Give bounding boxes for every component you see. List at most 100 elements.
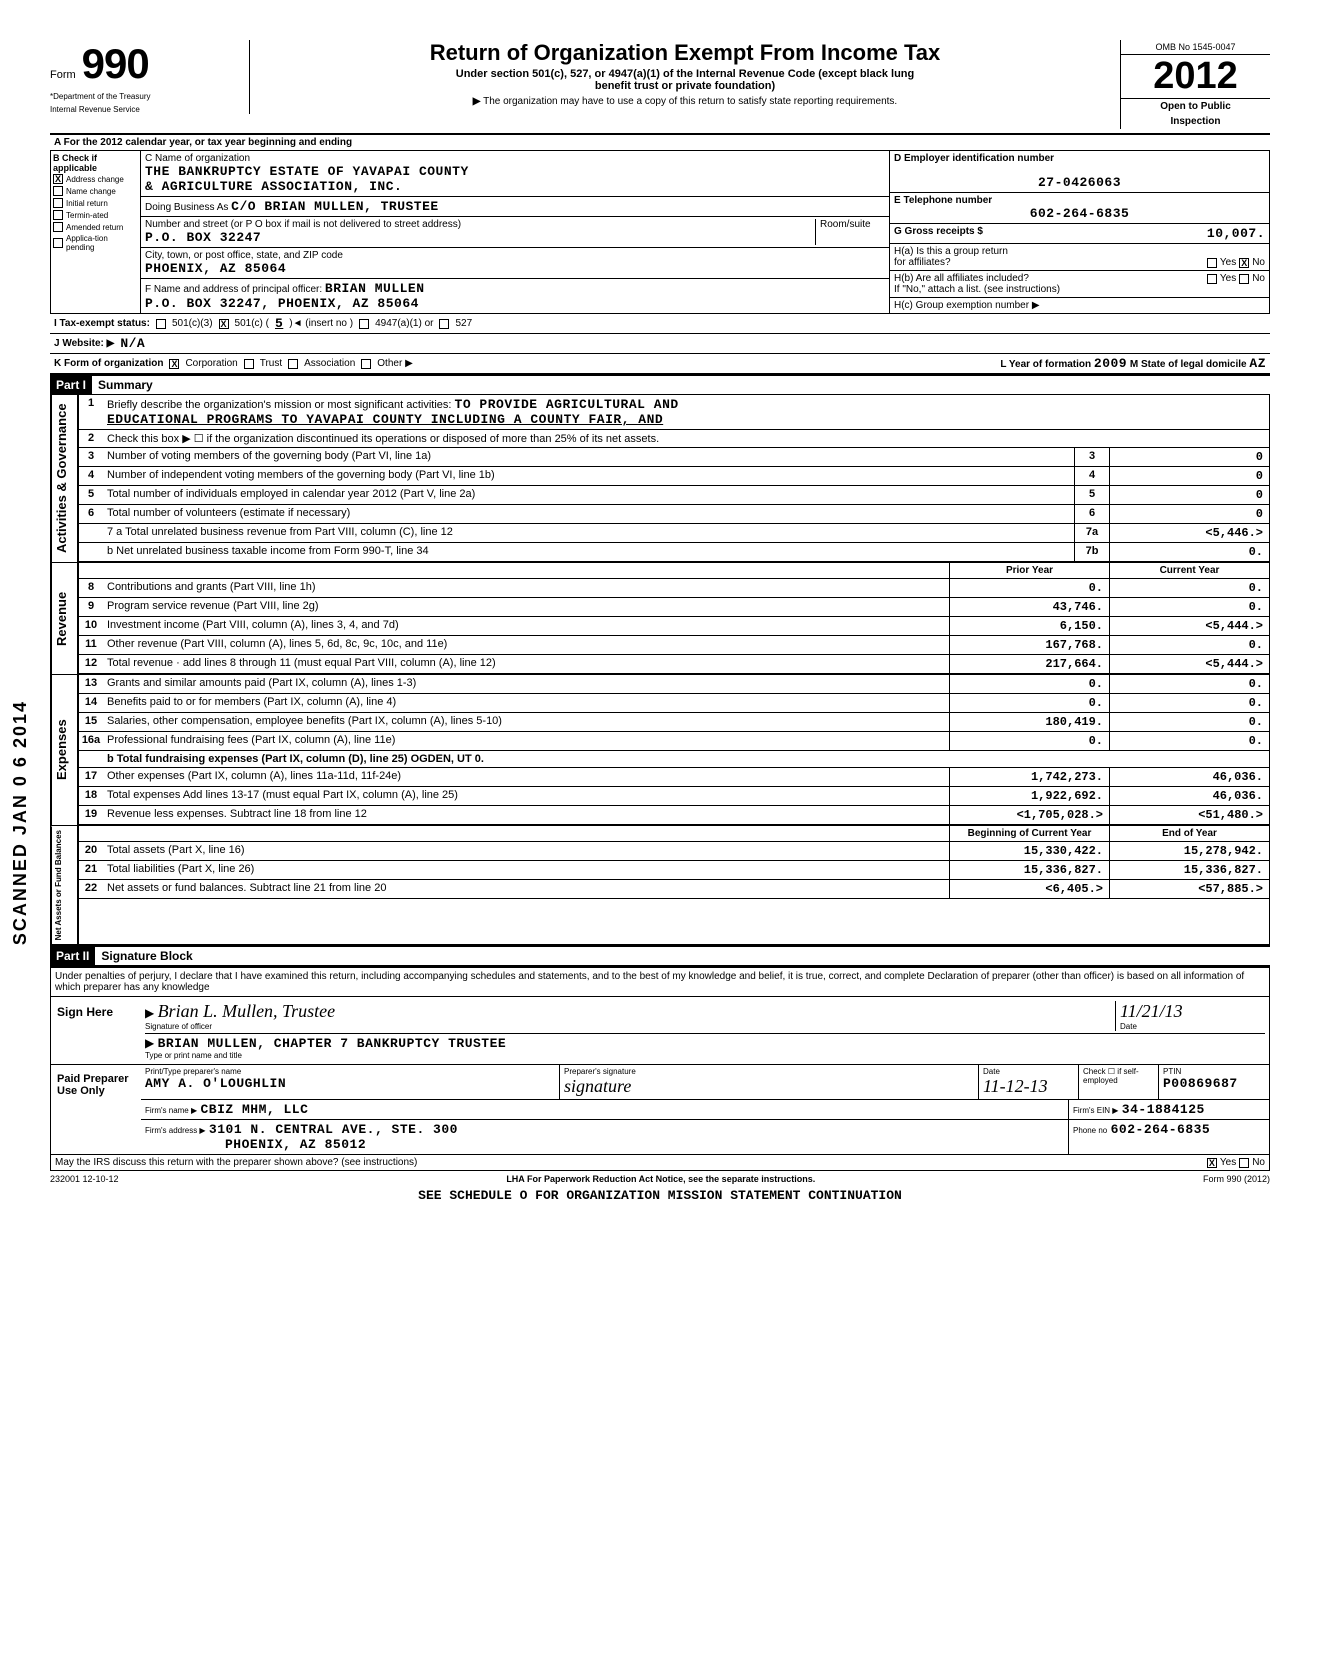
hb-note: If "No," attach a list. (see instruction… bbox=[894, 284, 1060, 295]
discuss-text: May the IRS discuss this return with the… bbox=[55, 1157, 1207, 1168]
ptin-value: P00869687 bbox=[1163, 1076, 1238, 1091]
check-terminated[interactable] bbox=[53, 210, 63, 220]
check-application-pending[interactable] bbox=[53, 238, 63, 248]
table-row: 8Contributions and grants (Part VIII, li… bbox=[79, 579, 1269, 598]
d-label: D Employer identification number bbox=[894, 153, 1054, 164]
end-year-hd: End of Year bbox=[1109, 826, 1269, 841]
part2-head: Part II bbox=[50, 947, 95, 965]
addr-value: P.O. BOX 32247 bbox=[145, 230, 261, 245]
check-initial-return[interactable] bbox=[53, 198, 63, 208]
k-other[interactable] bbox=[361, 359, 371, 369]
k-trust[interactable] bbox=[244, 359, 254, 369]
hb-no[interactable] bbox=[1239, 274, 1249, 284]
firm-name: CBIZ MHM, LLC bbox=[200, 1102, 308, 1117]
f-addr: P.O. BOX 32247, PHOENIX, AZ 85064 bbox=[145, 296, 419, 311]
preparer-signature: signature bbox=[564, 1076, 631, 1096]
schedule-o-note: SEE SCHEDULE O FOR ORGANIZATION MISSION … bbox=[50, 1188, 1270, 1203]
city-label: City, town, or post office, state, and Z… bbox=[145, 250, 343, 261]
form-label: Form bbox=[50, 69, 76, 81]
table-row: 21Total liabilities (Part X, line 26)15,… bbox=[79, 861, 1269, 880]
prep-date: 11-12-13 bbox=[983, 1076, 1048, 1096]
ha-label: H(a) Is this a group return bbox=[894, 246, 1008, 257]
org-info-block: B Check if applicable XAddress change Na… bbox=[50, 151, 1270, 314]
expenses-section: Expenses 13Grants and similar amounts pa… bbox=[50, 675, 1270, 826]
table-row: 12Total revenue · add lines 8 through 11… bbox=[79, 655, 1269, 674]
side-revenue: Revenue bbox=[51, 563, 71, 674]
dept-irs: Internal Revenue Service bbox=[50, 105, 241, 114]
form-number: 990 bbox=[82, 40, 149, 88]
discuss-yes[interactable]: X bbox=[1207, 1158, 1217, 1168]
table-row: 20Total assets (Part X, line 16)15,330,4… bbox=[79, 842, 1269, 861]
firm-addr1: 3101 N. CENTRAL AVE., STE. 300 bbox=[209, 1122, 458, 1137]
preparer-name: AMY A. O'LOUGHLIN bbox=[145, 1076, 286, 1091]
signature-block: Under penalties of perjury, I declare th… bbox=[50, 966, 1270, 1171]
room-label: Room/suite bbox=[820, 219, 871, 230]
city-value: PHOENIX, AZ 85064 bbox=[145, 261, 286, 276]
table-row: 15Salaries, other compensation, employee… bbox=[79, 713, 1269, 732]
e-label: E Telephone number bbox=[894, 195, 992, 206]
table-row: b Total fundraising expenses (Part IX, c… bbox=[79, 751, 1269, 768]
mission-line1: TO PROVIDE AGRICULTURAL AND bbox=[455, 397, 679, 412]
activities-governance-section: Activities & Governance 1 Briefly descri… bbox=[50, 395, 1270, 563]
part1-head: Part I bbox=[50, 376, 92, 394]
side-expenses: Expenses bbox=[51, 675, 71, 825]
line3-val: 0 bbox=[1109, 448, 1269, 466]
line4-val: 0 bbox=[1109, 467, 1269, 485]
f-name: BRIAN MULLEN bbox=[325, 281, 425, 296]
scanned-stamp: SCANNED JAN 0 6 2014 bbox=[10, 700, 31, 945]
side-net-assets: Net Assets or Fund Balances bbox=[51, 826, 65, 944]
sign-here-label: Sign Here bbox=[51, 997, 141, 1064]
check-address-change[interactable]: X bbox=[53, 174, 63, 184]
g-value: 10,007. bbox=[1207, 226, 1265, 241]
line7b-val: 0. bbox=[1109, 543, 1269, 561]
ha-no[interactable]: X bbox=[1239, 258, 1249, 268]
perjury-text: Under penalties of perjury, I declare th… bbox=[51, 968, 1269, 997]
subtitle-2: benefit trust or private foundation) bbox=[260, 80, 1110, 92]
status-501c[interactable]: X bbox=[219, 319, 229, 329]
table-row: 9Program service revenue (Part VIII, lin… bbox=[79, 598, 1269, 617]
state-domicile: AZ bbox=[1249, 356, 1266, 371]
addr-label: Number and street (or P O box if mail is… bbox=[145, 219, 461, 230]
k-assoc[interactable] bbox=[288, 359, 298, 369]
main-title: Return of Organization Exempt From Incom… bbox=[260, 40, 1110, 66]
sign-date: 11/21/13 bbox=[1120, 1001, 1183, 1021]
org-name-2: & AGRICULTURE ASSOCIATION, INC. bbox=[145, 179, 402, 194]
tax-exempt-status-row: I Tax-exempt status: 501(c)(3) X501(c) (… bbox=[50, 314, 1270, 334]
omb-number: OMB No 1545-0047 bbox=[1121, 40, 1270, 55]
table-row: 11Other revenue (Part VIII, column (A), … bbox=[79, 636, 1269, 655]
dba-label: Doing Business As bbox=[145, 202, 228, 213]
year-formation: 2009 bbox=[1094, 356, 1127, 371]
line5-val: 0 bbox=[1109, 486, 1269, 504]
phone-value: 602-264-6835 bbox=[894, 206, 1265, 221]
discuss-no[interactable] bbox=[1239, 1158, 1249, 1168]
website-row: J Website: ▶ N/A bbox=[50, 334, 1270, 354]
k-corp[interactable]: X bbox=[169, 359, 179, 369]
paid-preparer-label: Paid Preparer Use Only bbox=[51, 1065, 141, 1154]
part2-title: Signature Block bbox=[95, 947, 198, 965]
check-column: B Check if applicable XAddress change Na… bbox=[51, 151, 141, 313]
status-501c3[interactable] bbox=[156, 319, 166, 329]
check-amended[interactable] bbox=[53, 222, 63, 232]
hc-label: H(c) Group exemption number ▶ bbox=[894, 300, 1040, 311]
officer-name-title: BRIAN MULLEN, CHAPTER 7 BANKRUPTCY TRUST… bbox=[158, 1036, 507, 1051]
status-4947[interactable] bbox=[359, 319, 369, 329]
table-row: 19Revenue less expenses. Subtract line 1… bbox=[79, 806, 1269, 825]
ha-yes[interactable] bbox=[1207, 258, 1217, 268]
status-527[interactable] bbox=[439, 319, 449, 329]
mission-line2: EDUCATIONAL PROGRAMS TO YAVAPAI COUNTY I… bbox=[107, 412, 663, 427]
hb-yes[interactable] bbox=[1207, 274, 1217, 284]
table-row: 16aProfessional fundraising fees (Part I… bbox=[79, 732, 1269, 751]
firm-addr2: PHOENIX, AZ 85012 bbox=[225, 1137, 366, 1152]
line7a-val: <5,446.> bbox=[1109, 524, 1269, 542]
org-name-1: THE BANKRUPTCY ESTATE OF YAVAPAI COUNTY bbox=[145, 164, 469, 179]
table-row: 17Other expenses (Part IX, column (A), l… bbox=[79, 768, 1269, 787]
g-label: G Gross receipts $ bbox=[894, 226, 983, 241]
form-header: Form 990 *Department of the Treasury Int… bbox=[50, 40, 1270, 135]
officer-signature: Brian L. Mullen, Trustee bbox=[158, 1001, 336, 1021]
open-public-1: Open to Public bbox=[1121, 99, 1270, 114]
dept-treasury: *Department of the Treasury bbox=[50, 92, 241, 101]
form-org-row: K Form of organization XCorporation Trus… bbox=[50, 354, 1270, 374]
c-label: C Name of organization bbox=[145, 153, 250, 164]
check-name-change[interactable] bbox=[53, 186, 63, 196]
website-value: N/A bbox=[120, 336, 145, 351]
